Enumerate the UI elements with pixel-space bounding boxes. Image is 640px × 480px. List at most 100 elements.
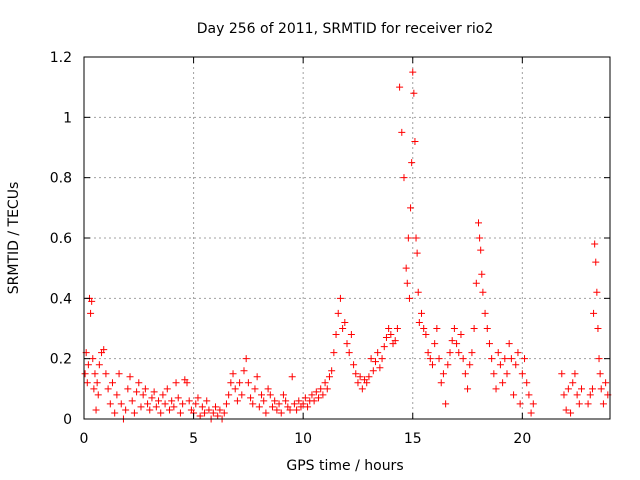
- data-point: [95, 361, 103, 369]
- data-point: [350, 361, 358, 369]
- x-tick-label: 10: [294, 431, 312, 447]
- data-point: [282, 397, 290, 405]
- data-point: [117, 400, 125, 408]
- data-point: [356, 373, 364, 381]
- data-point: [521, 355, 529, 363]
- data-point: [433, 325, 441, 332]
- data-point: [108, 379, 116, 387]
- y-tick-label: 0.6: [50, 231, 72, 247]
- data-point: [328, 367, 336, 375]
- data-point: [128, 397, 136, 405]
- data-point: [594, 325, 602, 332]
- data-point: [512, 361, 520, 369]
- data-point: [84, 361, 92, 369]
- data-point: [159, 391, 167, 399]
- data-point: [428, 361, 436, 369]
- data-point: [87, 309, 95, 317]
- data-point: [411, 137, 419, 145]
- data-point: [602, 379, 610, 387]
- data-point: [455, 349, 463, 357]
- data-point: [485, 340, 493, 348]
- data-point: [479, 288, 487, 296]
- data-point: [155, 397, 163, 405]
- data-point: [83, 379, 91, 387]
- data-point: [233, 397, 241, 405]
- data-point: [420, 325, 428, 332]
- data-point: [104, 385, 112, 393]
- data-point: [295, 397, 303, 405]
- data-point: [378, 355, 386, 363]
- data-point: [387, 331, 395, 339]
- data-point: [93, 379, 101, 387]
- data-point: [135, 379, 143, 387]
- data-point: [264, 385, 272, 393]
- data-point: [196, 412, 204, 420]
- data-point: [212, 403, 219, 411]
- data-point: [363, 379, 371, 387]
- data-point: [157, 409, 165, 417]
- x-tick-label: 5: [189, 431, 198, 447]
- data-point: [575, 400, 583, 408]
- data-point: [525, 391, 533, 399]
- data-point: [499, 379, 507, 387]
- data-point: [268, 403, 276, 411]
- data-point: [422, 331, 430, 339]
- data-point: [102, 370, 110, 378]
- data-point: [464, 385, 472, 393]
- data-point: [89, 355, 97, 363]
- data-point: [426, 355, 434, 363]
- data-point: [111, 409, 119, 417]
- data-point: [290, 400, 298, 408]
- data-point: [185, 397, 193, 405]
- data-point: [418, 309, 426, 317]
- data-point: [152, 403, 160, 411]
- data-point: [209, 409, 217, 417]
- data-point: [564, 385, 572, 393]
- data-point: [374, 349, 382, 357]
- data-point: [90, 385, 98, 393]
- data-point: [477, 246, 485, 254]
- data-point: [408, 159, 416, 167]
- data-point: [400, 174, 408, 182]
- data-point: [225, 391, 233, 399]
- data-point: [518, 370, 526, 378]
- data-point: [81, 370, 89, 378]
- data-point: [405, 294, 413, 302]
- y-tick-label: 1.2: [50, 50, 72, 66]
- data-point: [391, 337, 399, 345]
- plot-frame: [83, 56, 611, 420]
- data-point: [168, 397, 176, 405]
- data-point: [343, 340, 351, 348]
- data-point: [299, 400, 307, 408]
- data-point: [481, 309, 489, 317]
- data-point: [330, 349, 338, 357]
- data-point: [516, 400, 524, 408]
- data-point: [448, 337, 456, 345]
- data-point: [214, 412, 222, 420]
- data-point: [410, 89, 418, 97]
- data-point: [409, 68, 417, 76]
- data-point: [369, 367, 377, 375]
- data-point: [115, 370, 123, 378]
- data-point: [507, 355, 515, 363]
- data-point: [466, 361, 474, 369]
- data-point: [165, 406, 173, 414]
- grid-lines: [84, 57, 610, 419]
- data-point: [216, 406, 224, 414]
- data-point: [176, 409, 184, 417]
- data-point: [529, 400, 537, 408]
- data-point: [247, 394, 255, 402]
- data-point: [334, 309, 342, 317]
- chart-title: Day 256 of 2011, SRMTID for receiver rio…: [197, 21, 494, 37]
- data-point: [325, 373, 333, 381]
- data-point: [341, 318, 349, 326]
- data-point: [437, 379, 445, 387]
- data-point: [94, 391, 102, 399]
- data-point: [133, 388, 141, 396]
- data-point: [569, 379, 577, 387]
- data-point: [146, 406, 154, 414]
- data-point: [382, 334, 390, 342]
- data-point: [288, 373, 296, 381]
- data-point: [478, 270, 486, 278]
